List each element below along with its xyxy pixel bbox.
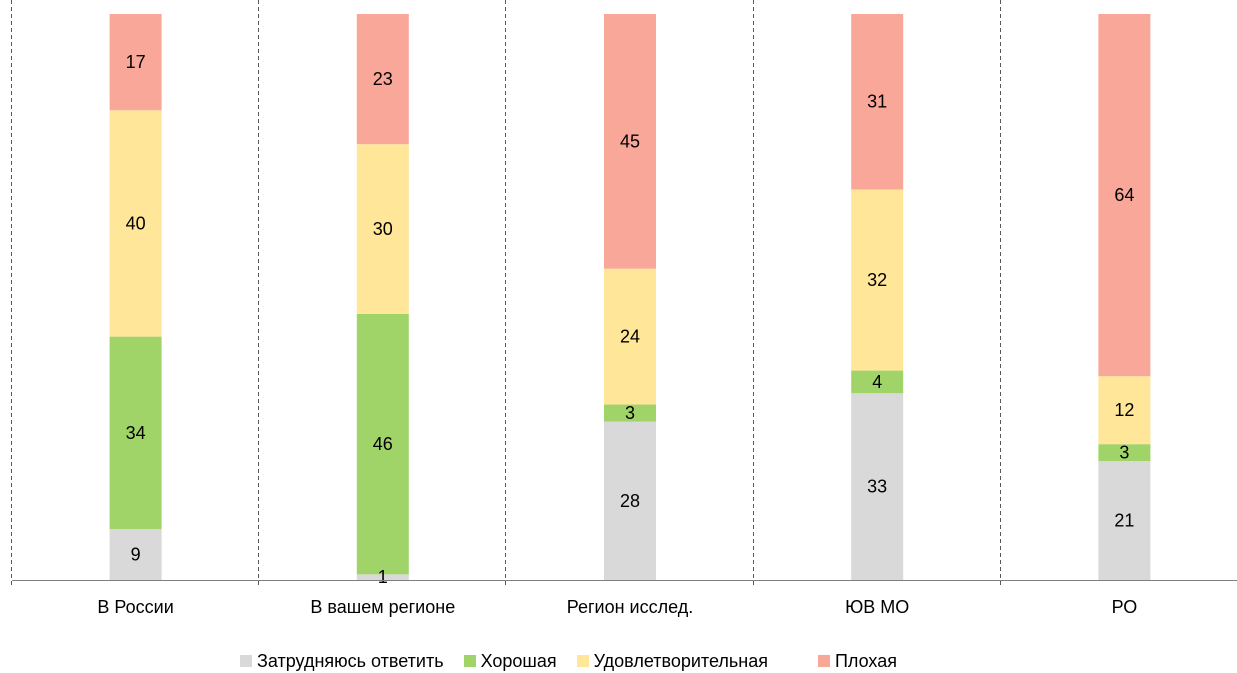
data-label: 12 <box>1114 400 1134 420</box>
bar-segment <box>356 313 409 575</box>
data-label: 4 <box>872 372 882 392</box>
bar-segment <box>356 574 409 580</box>
x-tick-label: ЮВ МО <box>845 597 909 617</box>
bar-segment <box>1098 444 1151 462</box>
stacked-bar-chart: 9 34 40 17 1 46 30 23 28 3 24 45 33 4 32 31 21 3 12 64 В Ро… <box>11 0 1237 617</box>
bar-segment <box>109 529 162 580</box>
bar-segment <box>604 14 656 269</box>
legend-swatch <box>576 655 589 667</box>
data-label: 45 <box>620 131 640 151</box>
legend-item-bad: Плохая <box>817 650 897 672</box>
legend-label: Затрудняюсь ответить <box>257 650 444 671</box>
x-tick-label: В вашем регионе <box>310 597 455 617</box>
data-label: 64 <box>1114 185 1134 205</box>
data-label: 9 <box>131 545 141 565</box>
bar-segment <box>356 144 409 314</box>
category-separators <box>11 0 1001 588</box>
bar-segment <box>851 393 904 580</box>
legend-item-hard-to-say: Затрудняюсь ответить <box>240 651 444 672</box>
data-label: 1 <box>378 567 388 587</box>
legend-label: Удовлетворительная <box>593 650 768 671</box>
bar-segment <box>109 336 162 530</box>
x-axis-tick-labels: В России В вашем регионе Регион исслед. ЮВ … <box>97 597 1137 617</box>
bar-segment <box>604 421 656 580</box>
data-label: 3 <box>1119 443 1129 463</box>
legend-item-satisfactory: Удовлетворительная <box>576 650 768 672</box>
bar-segment <box>604 268 656 405</box>
bar-segment <box>1098 461 1151 580</box>
legend-swatch <box>240 655 252 667</box>
data-label: 31 <box>867 92 887 112</box>
data-label: 33 <box>867 477 887 497</box>
bar-segment <box>851 370 904 394</box>
x-tick-label: РО <box>1112 597 1138 617</box>
bar-segment <box>851 189 904 371</box>
data-label: 3 <box>625 403 635 423</box>
bar-segment <box>356 14 409 145</box>
data-label: 17 <box>126 52 146 72</box>
data-label: 32 <box>867 270 887 290</box>
data-label: 24 <box>620 327 640 347</box>
data-label: 21 <box>1114 511 1134 531</box>
data-label: 23 <box>373 69 393 89</box>
data-label: 40 <box>126 213 146 233</box>
legend-label: Плохая <box>834 650 897 671</box>
bar-segment <box>851 14 904 190</box>
legend: Затрудняюсь ответить Хорошая Удовлетвори… <box>240 649 897 673</box>
bar-segment <box>1098 376 1151 445</box>
data-label: 34 <box>126 423 146 443</box>
data-label: 46 <box>373 434 393 454</box>
x-tick-label: Регион исслед. <box>567 597 693 617</box>
bars <box>109 14 1151 580</box>
bar-segment <box>109 110 162 337</box>
legend-swatch <box>463 655 476 667</box>
x-tick-label: В России <box>97 597 173 617</box>
legend-swatch <box>817 655 830 667</box>
bar-segment <box>604 404 656 422</box>
data-label: 30 <box>373 219 393 239</box>
legend-item-good: Хорошая <box>463 650 557 672</box>
legend-label: Хорошая <box>480 650 557 671</box>
data-labels: 9 34 40 17 1 46 30 23 28 3 24 45 33 4 32 31 21 3 12 64 <box>126 52 1135 587</box>
bar-segment <box>109 14 162 111</box>
bar-segment <box>1098 14 1151 377</box>
data-label: 28 <box>620 491 640 511</box>
